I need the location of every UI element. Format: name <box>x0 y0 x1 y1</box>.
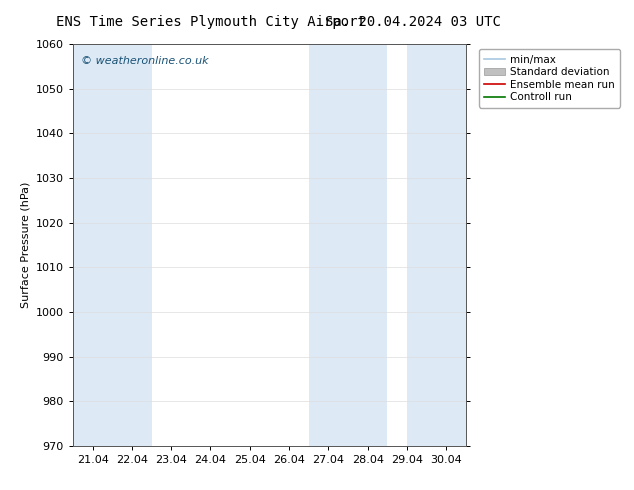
Legend: min/max, Standard deviation, Ensemble mean run, Controll run: min/max, Standard deviation, Ensemble me… <box>479 49 620 107</box>
Bar <box>309 44 348 446</box>
Bar <box>407 44 466 446</box>
Text: ENS Time Series Plymouth City Airport: ENS Time Series Plymouth City Airport <box>56 15 365 29</box>
Bar <box>73 44 112 446</box>
Y-axis label: Surface Pressure (hPa): Surface Pressure (hPa) <box>20 182 30 308</box>
Bar <box>112 44 152 446</box>
Text: Sa. 20.04.2024 03 UTC: Sa. 20.04.2024 03 UTC <box>325 15 501 29</box>
Text: © weatheronline.co.uk: © weatheronline.co.uk <box>81 56 209 66</box>
Bar <box>348 44 387 446</box>
